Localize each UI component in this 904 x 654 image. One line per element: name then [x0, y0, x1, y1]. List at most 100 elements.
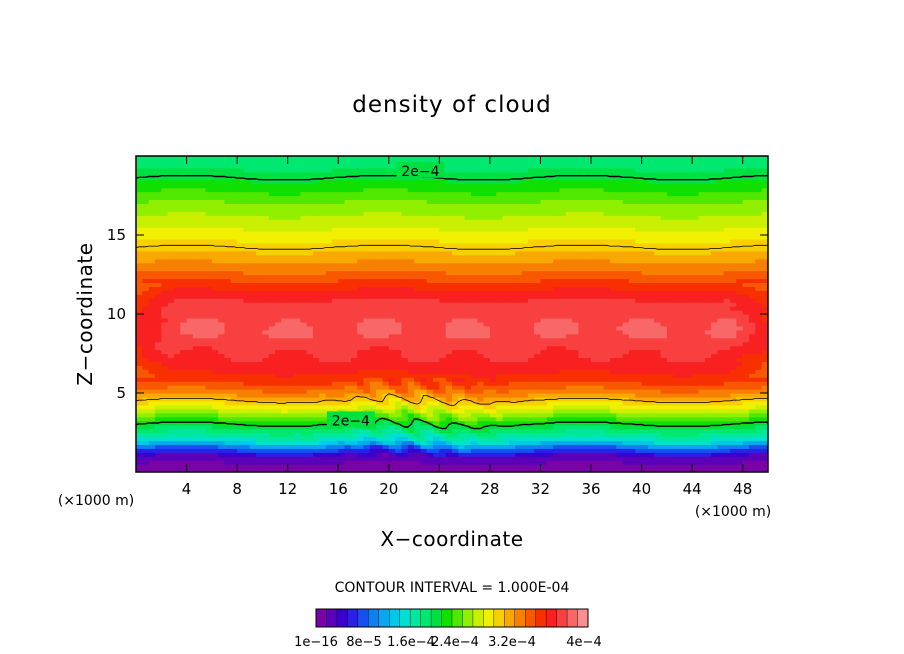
- density-cell: [546, 404, 554, 410]
- density-cell: [319, 290, 327, 295]
- density-cell: [736, 428, 744, 434]
- density-cell: [287, 436, 295, 441]
- density-cell: [256, 361, 263, 366]
- density-cell: [730, 341, 737, 347]
- density-cell: [300, 353, 308, 359]
- density-cell: [654, 361, 662, 366]
- density-cell: [376, 456, 384, 461]
- density-cell: [470, 345, 478, 351]
- density-cell: [749, 460, 756, 465]
- density-cell: [572, 290, 579, 295]
- density-cell: [426, 298, 434, 303]
- density-cell: [382, 337, 390, 343]
- density-cell: [268, 361, 276, 366]
- density-cell: [180, 444, 188, 449]
- density-cell: [515, 329, 523, 335]
- density-cell: [205, 468, 213, 472]
- density-cell: [262, 341, 270, 347]
- density-cell: [761, 298, 768, 303]
- density-cell: [136, 416, 143, 422]
- density-cell: [331, 452, 339, 457]
- density-cell: [584, 282, 592, 287]
- density-cell: [470, 274, 478, 280]
- density-cell: [553, 400, 561, 406]
- density-cell: [199, 321, 207, 327]
- density-cell: [237, 448, 245, 453]
- density-cell: [388, 302, 396, 307]
- density-cell: [477, 436, 485, 441]
- density-cell: [211, 373, 219, 378]
- density-cell: [388, 424, 396, 430]
- density-cell: [641, 333, 649, 339]
- density-cell: [616, 361, 624, 366]
- density-cell: [363, 400, 371, 406]
- density-cell: [237, 306, 245, 311]
- density-cell: [243, 357, 251, 362]
- density-cell: [755, 302, 763, 307]
- density-cell: [452, 286, 459, 291]
- density-cell: [268, 341, 276, 347]
- density-cell: [477, 282, 485, 287]
- density-cell: [470, 432, 478, 438]
- density-cell: [685, 373, 693, 378]
- density-cell: [527, 456, 535, 461]
- density-cell: [603, 274, 611, 280]
- density-cell: [376, 321, 384, 327]
- density-cell: [338, 290, 346, 295]
- density-cell: [546, 432, 554, 438]
- density-cell: [243, 361, 251, 366]
- density-cell: [603, 317, 611, 323]
- density-cell: [578, 333, 586, 339]
- density-cell: [761, 373, 768, 378]
- density-cell: [262, 365, 270, 370]
- density-cell: [275, 274, 282, 280]
- density-cell: [218, 329, 226, 335]
- density-cell: [407, 298, 415, 303]
- density-cell: [470, 357, 478, 362]
- density-cell: [382, 452, 390, 457]
- density-cell: [136, 353, 143, 359]
- density-cell: [483, 361, 491, 366]
- density-cell: [281, 468, 289, 472]
- density-cell: [148, 468, 156, 472]
- density-cell: [635, 298, 643, 303]
- density-cell: [433, 385, 440, 390]
- density-cell: [173, 321, 181, 327]
- density-cell: [622, 369, 630, 374]
- density-cell: [610, 389, 617, 394]
- density-cell: [224, 420, 232, 426]
- density-cell: [414, 310, 421, 315]
- density-cell: [641, 373, 649, 378]
- density-cell: [287, 333, 295, 339]
- density-cell: [173, 400, 181, 406]
- density-cell: [483, 468, 491, 472]
- density-cell: [452, 357, 459, 362]
- density-cell: [458, 381, 466, 386]
- density-cell: [237, 440, 245, 445]
- density-cell: [622, 381, 630, 386]
- density-cell: [565, 369, 573, 374]
- density-cell: [470, 353, 478, 359]
- density-cell: [458, 456, 466, 461]
- density-cell: [218, 290, 226, 295]
- density-cell: [294, 302, 301, 307]
- density-cell: [243, 432, 251, 438]
- density-cell: [331, 381, 339, 386]
- density-cell: [237, 341, 245, 347]
- density-cell: [363, 432, 371, 438]
- density-cell: [591, 428, 598, 434]
- density-cell: [647, 412, 655, 418]
- density-cell: [502, 377, 510, 382]
- density-cell: [376, 365, 384, 370]
- density-cell: [369, 381, 377, 386]
- density-cell: [218, 321, 226, 327]
- density-cell: [433, 373, 440, 378]
- density-cell: [755, 306, 763, 311]
- density-cell: [742, 325, 750, 331]
- density-cell: [508, 412, 516, 418]
- density-cell: [363, 361, 371, 366]
- density-cell: [192, 357, 200, 362]
- density-cell: [749, 290, 756, 295]
- density-cell: [148, 349, 156, 355]
- density-cell: [711, 365, 719, 370]
